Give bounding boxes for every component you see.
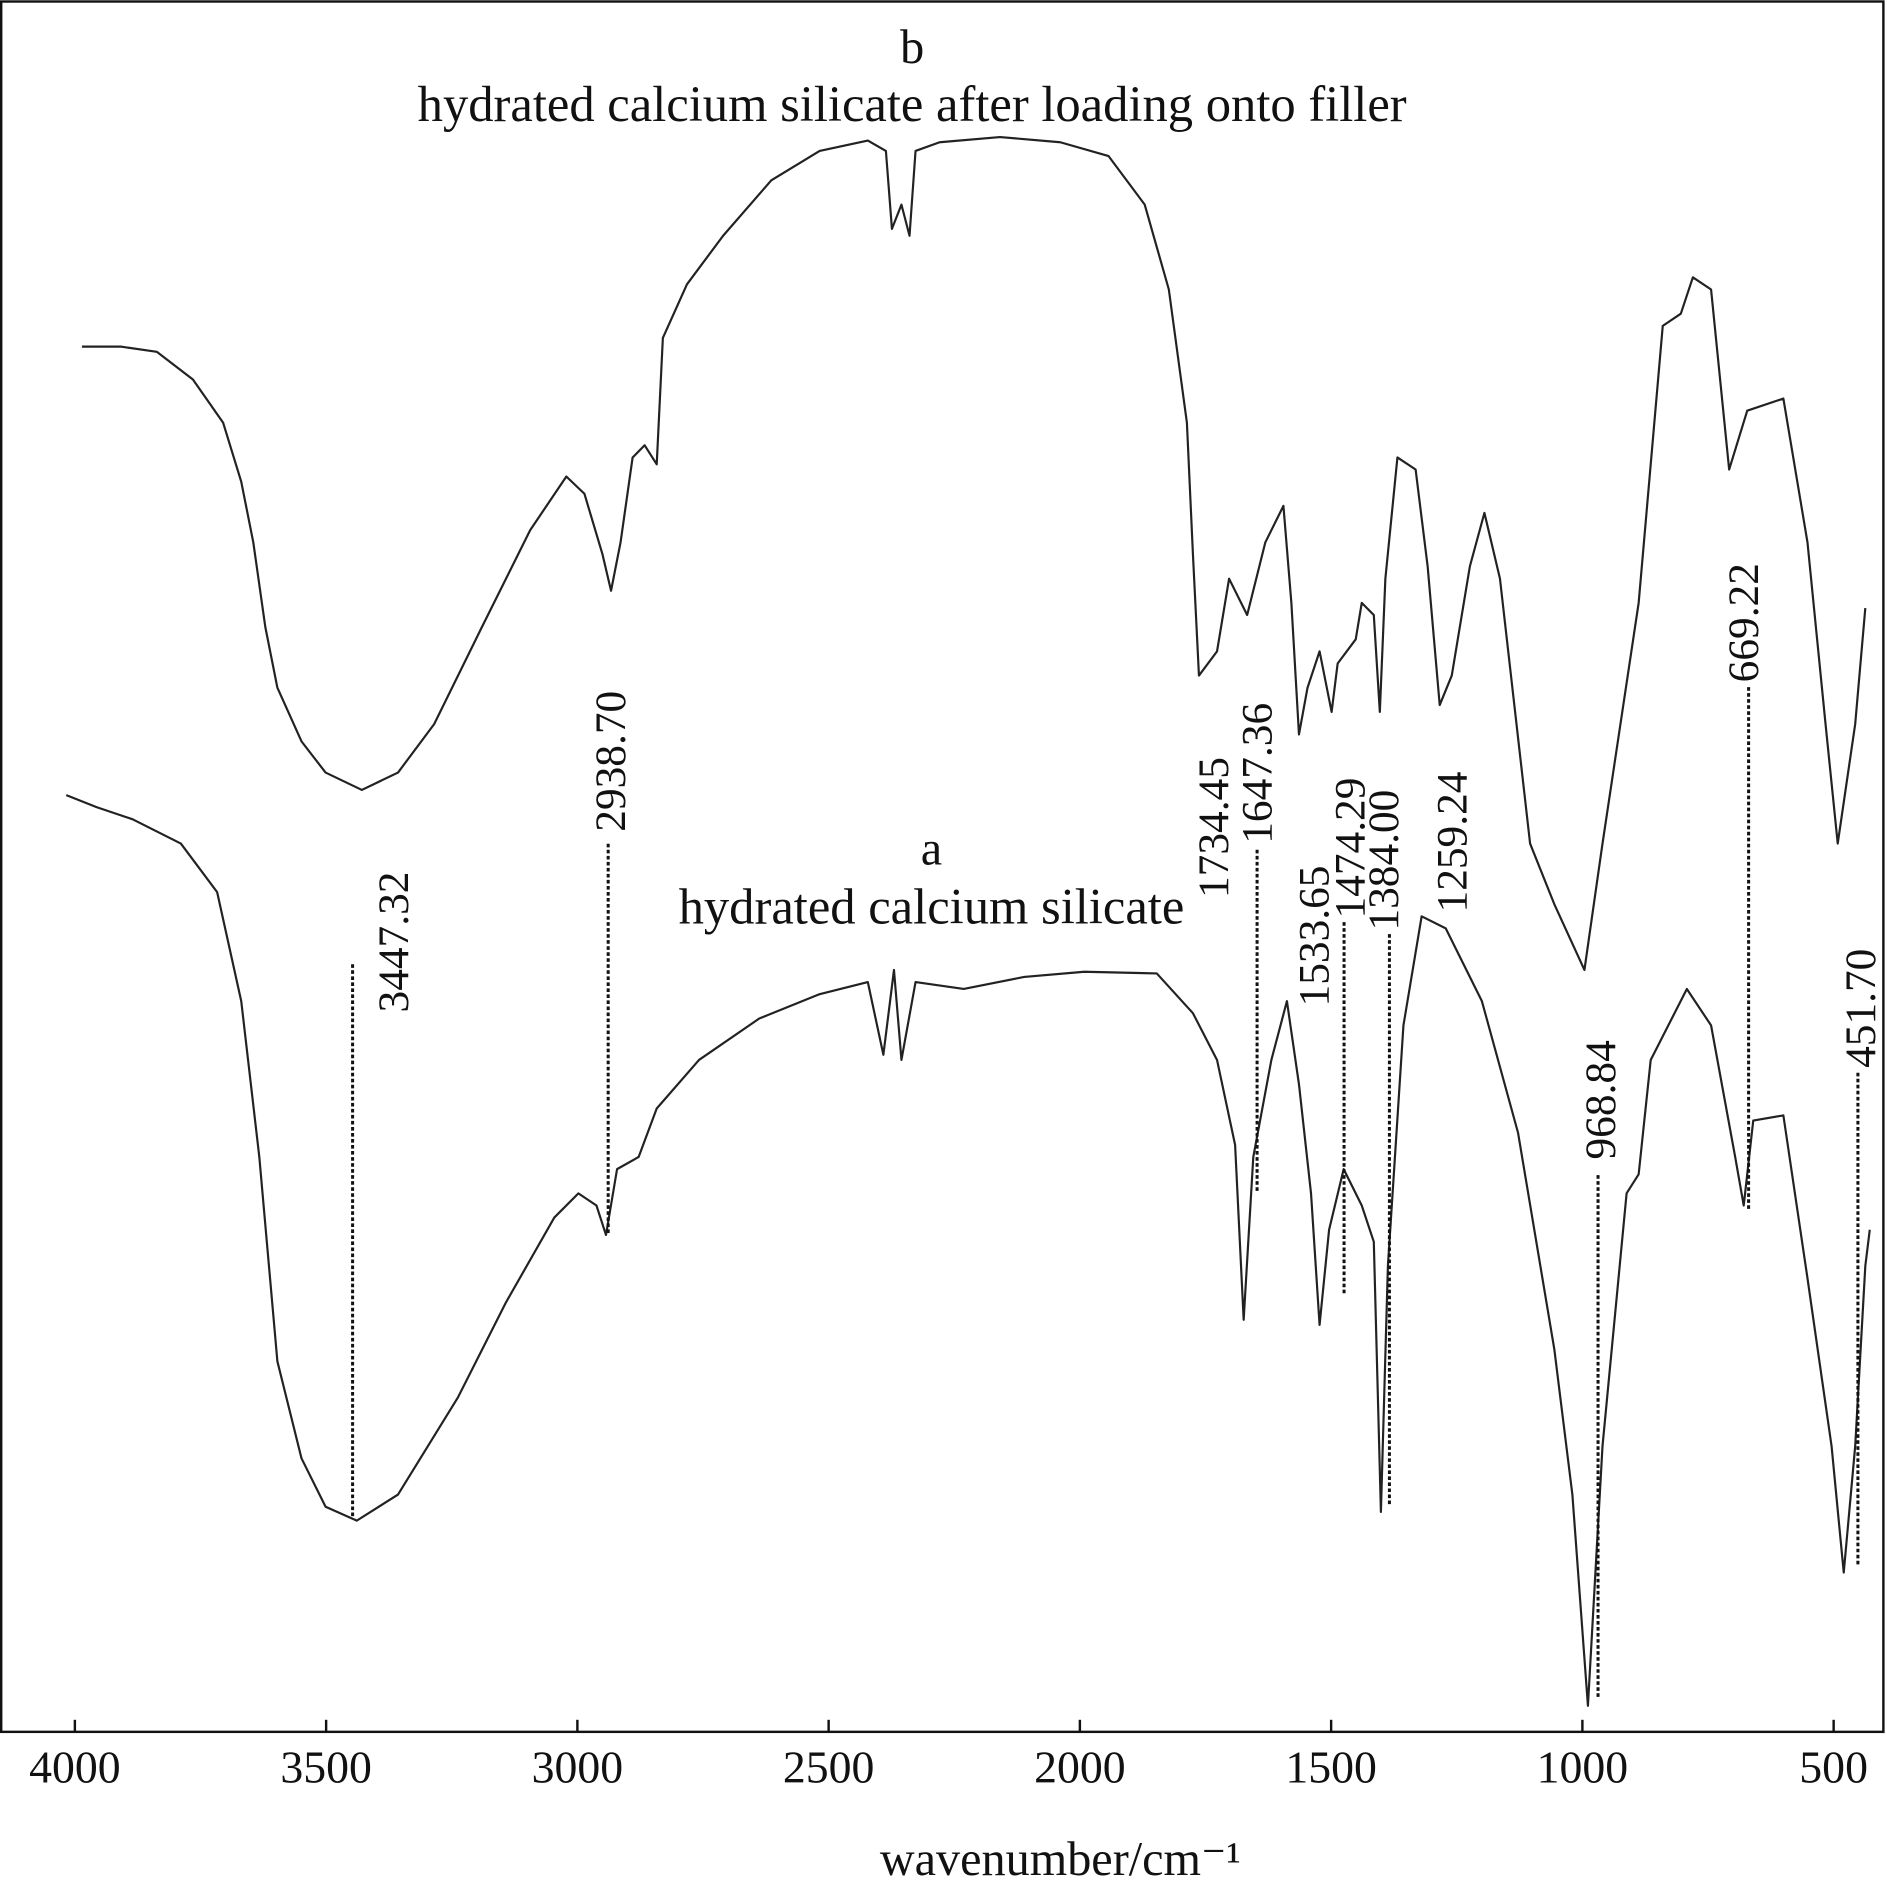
spectrum-line <box>81 135 1867 972</box>
peak-label: 1533.65 <box>1291 866 1339 1007</box>
peak-label: 1734.45 <box>1190 757 1238 898</box>
plot-frame <box>0 0 1885 1734</box>
x-tick-label: 500 <box>1799 1741 1868 1792</box>
x-tick-label: 4000 <box>29 1741 121 1792</box>
x-tick-label: 3000 <box>532 1741 624 1792</box>
x-tick-label: 3500 <box>280 1741 372 1792</box>
spectrum-line <box>65 794 1871 1707</box>
peak-label: 1384.00 <box>1360 790 1408 931</box>
peak-label: 3447.32 <box>370 872 418 1013</box>
x-tick-label: 1000 <box>1537 1741 1629 1792</box>
peak-label: 968.84 <box>1577 1040 1625 1159</box>
peak-label: 1259.24 <box>1429 772 1477 913</box>
peak-label: 2938.70 <box>587 691 635 832</box>
x-tick-label: 1500 <box>1285 1741 1377 1792</box>
series-tag: a <box>921 822 942 875</box>
x-axis-label: wavenumber/cm⁻¹ <box>880 1833 1241 1886</box>
peak-label: 669.22 <box>1720 563 1768 682</box>
series-label: hydrated calcium silicate after loading … <box>418 76 1407 132</box>
peak-label: 451.70 <box>1837 949 1885 1068</box>
x-tick-label: 2000 <box>1034 1741 1126 1792</box>
peak-label: 1647.36 <box>1234 703 1282 844</box>
series-label: hydrated calcium silicate <box>679 878 1185 934</box>
x-tick-label: 2500 <box>783 1741 875 1792</box>
series-tag: b <box>900 21 924 74</box>
peak-label: 1474.29 <box>1327 778 1375 919</box>
